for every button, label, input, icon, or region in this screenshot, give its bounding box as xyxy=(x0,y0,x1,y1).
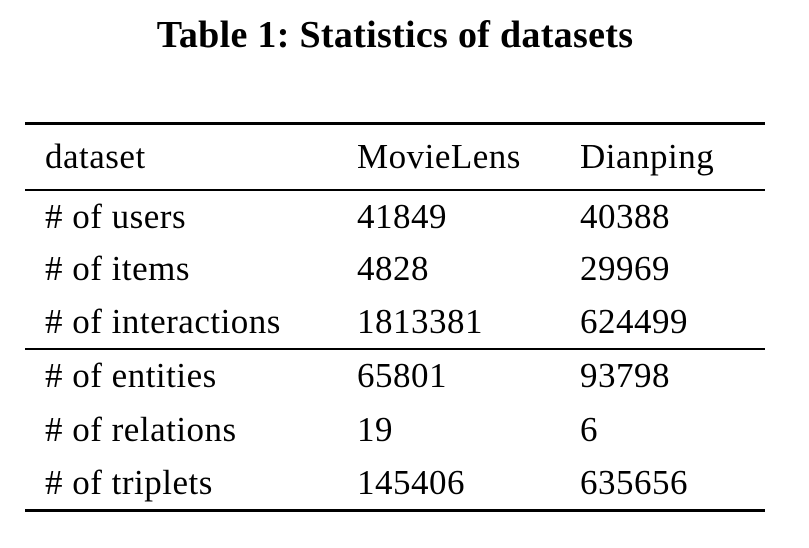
row-label: # of interactions xyxy=(45,301,281,341)
row-label: # of relations xyxy=(45,409,237,449)
cell-movielens: 1813381 xyxy=(357,301,483,341)
cell-dianping: 29969 xyxy=(580,249,670,288)
table-header: dataset MovieLens Dianping xyxy=(25,124,765,190)
table-row-relations: # of relations 19 6 xyxy=(25,403,765,457)
row-label: # of triplets xyxy=(45,462,213,502)
column-header-dataset: dataset xyxy=(45,136,146,176)
cell-dianping: 40388 xyxy=(580,196,670,236)
cell-dianping: 6 xyxy=(580,409,598,449)
cell-movielens: 19 xyxy=(357,409,393,449)
cell-movielens: 4828 xyxy=(357,249,429,288)
header-row: dataset MovieLens Dianping xyxy=(25,124,765,190)
row-label: # of users xyxy=(45,196,187,236)
cell-movielens: 41849 xyxy=(357,196,447,236)
table-row-entities: # of entities 65801 93798 xyxy=(25,349,765,403)
cell-movielens: 65801 xyxy=(357,356,447,395)
table-row-items: # of items 4828 29969 xyxy=(25,243,765,296)
cell-movielens: 145406 xyxy=(357,462,465,502)
interaction-stats-group: # of users 41849 40388 # of items 4828 2… xyxy=(25,190,765,349)
cell-dianping: 635656 xyxy=(580,462,688,502)
column-header-movielens: MovieLens xyxy=(357,136,521,176)
cell-dianping: 93798 xyxy=(580,356,670,395)
row-label: # of items xyxy=(45,249,190,288)
row-label: # of entities xyxy=(45,356,217,395)
table-caption: Table 1: Statistics of datasets xyxy=(156,14,634,56)
statistics-table: dataset MovieLens Dianping # of users 41… xyxy=(25,122,765,512)
knowledge-graph-stats-group: # of entities 65801 93798 # of relations… xyxy=(25,349,765,511)
column-header-dianping: Dianping xyxy=(580,136,715,176)
table-row-triplets: # of triplets 145406 635656 xyxy=(25,457,765,511)
table-row-interactions: # of interactions 1813381 624499 xyxy=(25,296,765,349)
cell-dianping: 624499 xyxy=(580,301,688,341)
table-row-users: # of users 41849 40388 xyxy=(25,190,765,243)
